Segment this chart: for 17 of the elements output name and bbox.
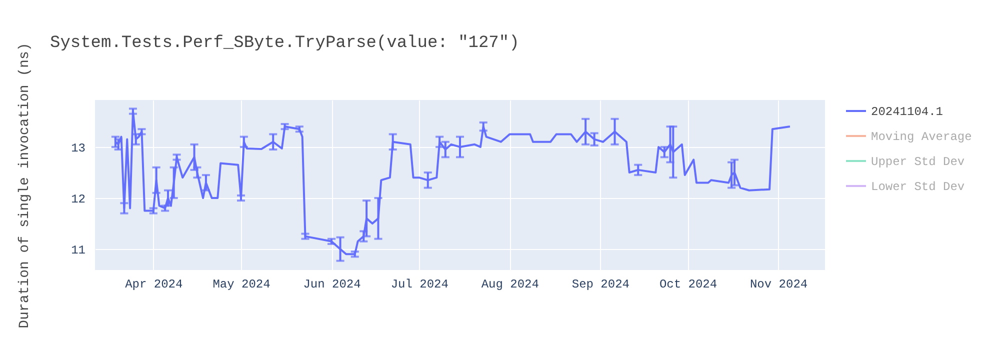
- x-tick-label: Sep 2024: [572, 278, 630, 292]
- y-axis-title: Duration of single invocation (ns): [17, 42, 34, 328]
- legend-label: 20241104.1: [871, 105, 944, 119]
- x-tick-label: Apr 2024: [125, 278, 183, 292]
- legend-label: Upper Std Dev: [871, 155, 965, 169]
- x-tick-label: Jul 2024: [390, 278, 448, 292]
- x-tick-label: Nov 2024: [750, 278, 808, 292]
- legend-label: Moving Average: [871, 130, 972, 144]
- chart-title: System.Tests.Perf_SByte.TryParse(value: "127"): [50, 34, 520, 53]
- legend-label: Lower Std Dev: [871, 180, 965, 194]
- y-tick-label: 13: [71, 141, 86, 156]
- x-tick-label: May 2024: [212, 278, 270, 292]
- x-tick-label: Jun 2024: [303, 278, 361, 292]
- x-tick-label: Aug 2024: [481, 278, 539, 292]
- y-tick-label: 11: [71, 244, 86, 258]
- y-tick-label: 12: [71, 192, 86, 207]
- x-tick-label: Oct 2024: [659, 278, 718, 292]
